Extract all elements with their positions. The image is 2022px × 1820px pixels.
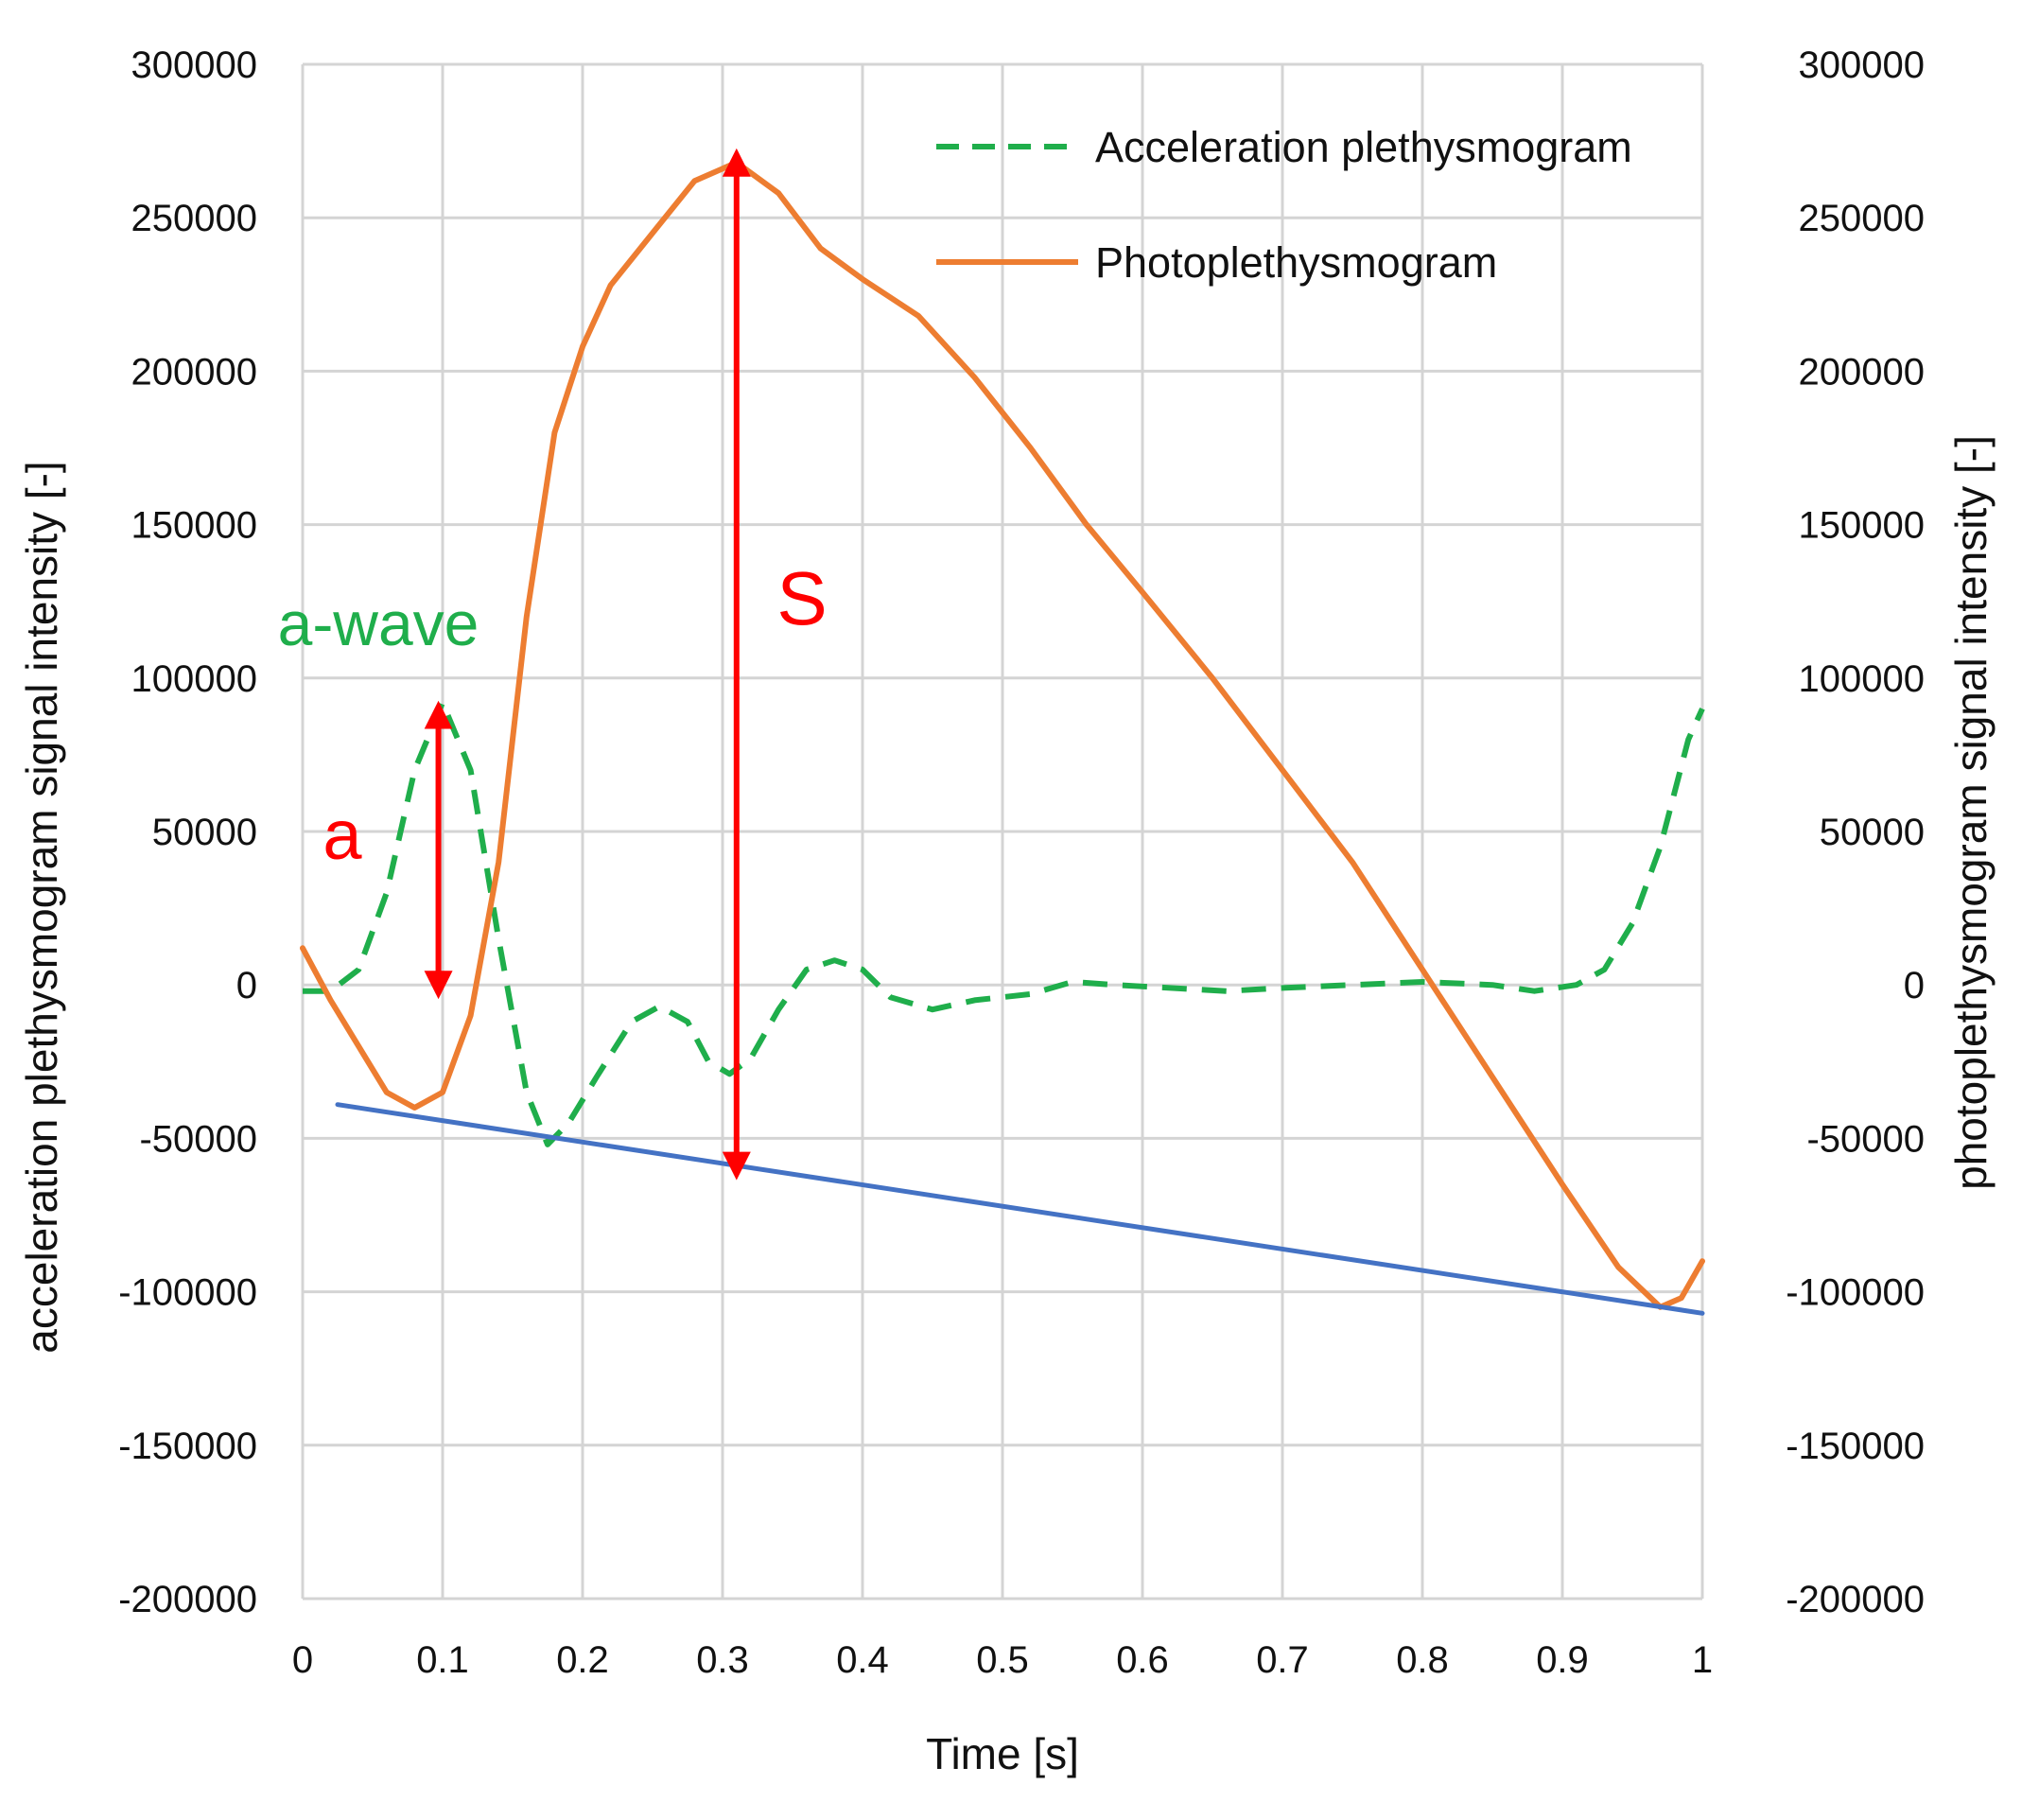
- x-axis-title: Time [s]: [926, 1729, 1079, 1778]
- right-tick-label: 50000: [1820, 812, 1925, 853]
- baseline-line: [335, 1102, 1705, 1316]
- left-tick-label: -200000: [118, 1579, 257, 1620]
- legend-label-acceleration: Acceleration plethysmogram: [1095, 123, 1632, 171]
- right-tick-label: -100000: [1786, 1272, 1925, 1314]
- a-wave-label: a-wave: [278, 588, 479, 658]
- x-tick-label: 0.2: [556, 1639, 609, 1681]
- left-tick-label: -150000: [118, 1426, 257, 1467]
- left-y-axis-title: acceleration plethysmogram signal intens…: [17, 461, 66, 1353]
- x-tick-label: 0: [292, 1639, 313, 1681]
- x-tick-label: 0.3: [696, 1639, 749, 1681]
- x-tick-label: 0.8: [1396, 1639, 1449, 1681]
- left-tick-label: -100000: [118, 1272, 257, 1314]
- right-tick-label: 200000: [1799, 351, 1925, 393]
- photoplethysmogram-line: [300, 159, 1705, 1310]
- right-y-axis-title: photoplethysmogram signal intensity [-]: [1946, 435, 1996, 1190]
- left-tick-label: 300000: [131, 44, 257, 86]
- left-tick-label: 0: [236, 965, 257, 1006]
- gridlines: [301, 62, 1704, 1601]
- x-tick-label: 0.9: [1536, 1639, 1589, 1681]
- right-tick-label: -150000: [1786, 1426, 1925, 1467]
- x-tick-label: 1: [1692, 1639, 1713, 1681]
- series-layer: [300, 159, 1705, 1316]
- left-tick-label: 100000: [131, 658, 257, 700]
- right-axis-ticks: 300000 250000 200000 150000 100000 50000 0 -500…: [1786, 44, 1925, 1620]
- x-tick-label: 0.5: [976, 1639, 1029, 1681]
- left-tick-label: 250000: [131, 198, 257, 239]
- left-tick-label: -50000: [139, 1118, 257, 1160]
- x-tick-label: 0.1: [416, 1639, 469, 1681]
- a-label: a: [322, 796, 362, 874]
- annotations: [424, 148, 751, 1181]
- right-tick-label: 250000: [1799, 198, 1925, 239]
- right-tick-label: 300000: [1799, 44, 1925, 86]
- right-tick-label: -50000: [1806, 1118, 1925, 1160]
- acceleration-plethysmogram-line: [303, 699, 1705, 1147]
- right-tick-label: 0: [1904, 965, 1925, 1006]
- s-label: S: [776, 556, 827, 640]
- right-tick-label: 100000: [1799, 658, 1925, 700]
- right-tick-label: -200000: [1786, 1579, 1925, 1620]
- left-tick-label: 200000: [131, 351, 257, 393]
- x-axis-ticks: 0 0.1 0.2 0.3 0.4 0.5 0.6 0.7 0.8 0.9 1: [292, 1639, 1713, 1681]
- legend: Acceleration plethysmogram Photoplethysm…: [936, 123, 1632, 287]
- left-axis-ticks: 300000 250000 200000 150000 100000 50000 0 -500…: [118, 44, 257, 1620]
- left-tick-label: 50000: [152, 812, 257, 853]
- x-tick-label: 0.6: [1116, 1639, 1169, 1681]
- x-tick-label: 0.7: [1256, 1639, 1309, 1681]
- left-tick-label: 150000: [131, 505, 257, 547]
- right-tick-label: 150000: [1799, 505, 1925, 547]
- x-tick-label: 0.4: [836, 1639, 889, 1681]
- legend-label-photoplethysmogram: Photoplethysmogram: [1095, 238, 1497, 287]
